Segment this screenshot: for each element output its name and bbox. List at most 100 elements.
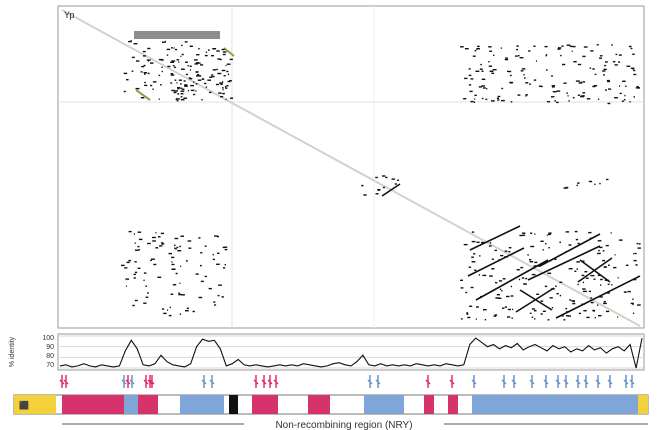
dot-mark [224,248,228,251]
dot-mark [134,299,138,302]
dot-mark [137,267,141,269]
dot-mark [502,278,506,280]
dot-mark [179,245,181,248]
dot-mark [488,245,492,247]
dot-mark [140,71,143,73]
dot-mark [599,55,603,57]
dot-mark [170,73,174,75]
chrom-segment-pink [138,395,158,414]
dot-mark [143,279,145,281]
dot-mark [224,264,226,266]
dot-mark [488,61,490,63]
dot-mark [493,54,495,56]
dot-mark [146,59,151,61]
chrom-segment-yellow [14,395,56,414]
dot-mark [375,176,378,179]
chrom-segment-blue [472,395,638,414]
dot-mark [471,261,476,263]
dot-mark [385,176,388,179]
dot-mark [500,254,504,257]
gene-mark [529,375,535,388]
dot-mark [546,101,551,103]
dot-mark [510,285,512,288]
dot-mark [625,291,627,293]
dot-mark [204,82,207,85]
gene-mark [375,375,381,388]
gene-mark [273,375,279,388]
dot-mark [604,64,607,67]
dot-mark [171,261,173,263]
dot-mark [171,47,173,49]
dot-mark [474,50,477,52]
dot-mark [597,240,602,242]
dot-mark [504,306,507,308]
segment [527,245,601,281]
dot-mark [375,193,379,195]
dot-mark [205,51,208,53]
dot-mark [481,97,484,100]
segment [381,183,401,197]
dot-mark [517,55,520,57]
dot-mark [184,41,188,43]
dot-mark [594,317,596,319]
dot-mark [496,97,499,99]
dot-mark [525,277,528,280]
dot-mark [152,236,156,239]
dot-mark [212,69,217,71]
dot-mark [498,280,503,282]
dot-mark [501,99,505,102]
dot-mark [190,84,194,87]
dot-mark [626,65,631,67]
dot-mark [163,312,167,315]
dot-mark [170,293,174,295]
dot-mark [628,45,632,48]
dot-mark [559,281,563,283]
dot-mark [625,264,629,266]
dot-mark [604,279,607,281]
dot-mark [523,234,526,236]
dot-mark [173,91,177,94]
dot-mark [614,254,616,256]
dot-mark [198,237,201,239]
dot-mark [540,300,544,302]
dot-mark [189,69,191,71]
dot-mark [597,98,600,100]
dot-mark [217,58,221,60]
dot-mark [143,72,147,74]
dot-mark [565,307,568,310]
dot-mark [226,85,229,87]
dot-mark [121,264,125,267]
dot-mark [617,277,619,279]
dot-mark [180,83,182,85]
dot-mark [136,60,140,62]
dot-mark [574,230,578,233]
chrom-segment-blue [364,395,404,414]
dot-mark [204,54,208,57]
dot-mark [535,60,537,62]
dot-mark [187,89,189,92]
dot-mark [599,182,601,185]
dot-mark [544,285,548,288]
dot-mark [578,82,583,84]
dot-mark [577,63,582,66]
dot-mark [181,294,185,296]
dot-mark [489,275,493,277]
dot-mark [546,69,548,71]
dot-mark [534,233,536,235]
gene-mark [261,375,267,388]
dot-mark [603,300,606,303]
dot-mark [152,240,156,242]
dot-mark [519,234,523,237]
dot-mark [607,283,610,285]
dot-mark [135,87,140,90]
dot-mark [542,310,546,312]
dot-mark [529,261,534,263]
dot-mark [178,293,182,296]
dot-mark [175,48,178,51]
dot-mark [478,86,482,88]
dot-mark [519,57,524,59]
dot-mark [184,84,188,86]
dot-mark [178,79,182,81]
dot-mark [637,304,641,306]
dot-mark [548,232,552,234]
